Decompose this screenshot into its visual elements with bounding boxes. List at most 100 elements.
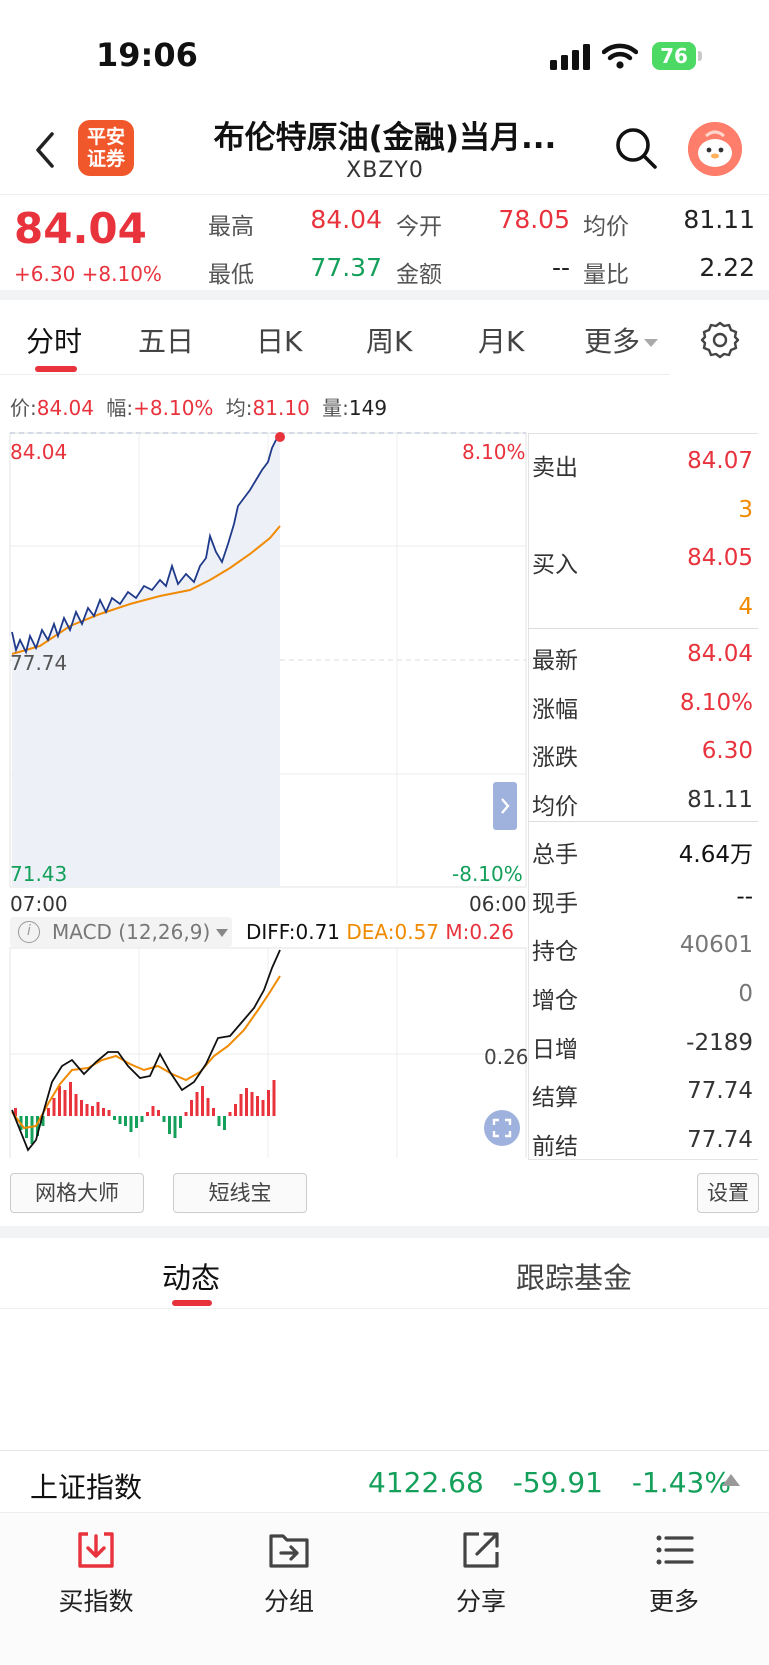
macd-bar [14, 1108, 17, 1116]
average-price-line [11, 525, 281, 655]
buy-label: 买入 [532, 552, 578, 578]
macd-bar [113, 1116, 116, 1120]
macd-bar [74, 1094, 78, 1116]
macd-bar [30, 1116, 34, 1144]
divider [0, 1308, 769, 1309]
stat-value-prev-settlement: 77.74 [687, 1127, 753, 1153]
stat-value-total-volume: 4.64万 [678, 842, 753, 868]
tab-more[interactable]: 更多 [584, 320, 659, 360]
ticker-values: 4122.68 -59.91 -1.43% [368, 1466, 731, 1499]
info-range: +8.10% [133, 396, 214, 420]
tab-monthly-k[interactable]: 月K [478, 325, 525, 358]
macd-bar [272, 1080, 276, 1116]
tab-tracking-fund[interactable]: 跟踪基金 [516, 1261, 633, 1295]
stat-value-avg: 81.11 [687, 787, 753, 813]
last-price-dot [275, 432, 285, 442]
nav-share[interactable]: 分享 [411, 1528, 551, 1618]
nav-more[interactable]: 更多 [604, 1528, 744, 1618]
stat-label-open-interest: 持仓 [532, 939, 578, 965]
intraday-chart[interactable] [0, 428, 530, 1158]
nav-group[interactable]: 分组 [219, 1528, 359, 1618]
wifi-icon [602, 43, 638, 69]
folder-icon [269, 1534, 309, 1568]
stat-label-settlement: 结算 [532, 1085, 578, 1111]
quote-value-volume-ratio: 2.22 [699, 253, 755, 282]
fullscreen-button[interactable] [484, 1110, 520, 1146]
macd-bar [201, 1086, 204, 1116]
settings-button[interactable]: 设置 [697, 1173, 759, 1213]
chart-info-line: 价:84.04 幅:+8.10% 均:81.10 量:149 [10, 396, 388, 420]
macd-values: DIFF:0.71 DEA:0.57 M:0.26 [246, 920, 514, 944]
expand-panel-handle[interactable] [493, 782, 517, 830]
nav-buy-index[interactable]: 买指数 [26, 1528, 166, 1618]
macd-bar [212, 1108, 215, 1116]
status-time: 19:06 [96, 36, 198, 74]
short-line-button[interactable]: 短线宝 [173, 1173, 307, 1213]
quote-panel [0, 194, 769, 290]
stat-label-current-volume: 现手 [532, 891, 578, 917]
divider [0, 290, 769, 300]
macd-bar [140, 1116, 144, 1122]
list-icon [656, 1535, 694, 1565]
sell-quantity: 3 [738, 497, 753, 523]
divider [0, 374, 670, 375]
macd-bar [162, 1116, 166, 1122]
sell-price: 84.07 [687, 448, 753, 474]
tab-five-day[interactable]: 五日 [138, 325, 195, 358]
macd-bar [58, 1086, 61, 1116]
quote-label-high: 最高 [208, 214, 254, 240]
tab-daily-k[interactable]: 日K [256, 325, 303, 358]
price-line [11, 436, 281, 655]
gear-icon[interactable] [700, 320, 740, 360]
stat-value-daily-change: -2189 [686, 1030, 753, 1056]
assistant-avatar[interactable] [688, 122, 742, 176]
nav-label: 买指数 [58, 1587, 134, 1616]
grid-master-button[interactable]: 网格大师 [10, 1173, 144, 1213]
tab-intraday[interactable]: 分时 [26, 325, 83, 358]
macd-bar [135, 1116, 138, 1128]
macd-bar [102, 1108, 105, 1116]
tab-weekly-k[interactable]: 周K [366, 325, 413, 358]
macd-level-label: 0.26 [484, 1045, 529, 1069]
stat-label-avg: 均价 [532, 794, 578, 820]
diff-line [11, 949, 281, 1152]
quote-label-volume-ratio: 量比 [583, 262, 629, 288]
expand-up-icon[interactable] [722, 1474, 740, 1486]
price-area [12, 437, 280, 887]
tab-active-indicator [35, 366, 77, 372]
tab-active-indicator [172, 1300, 212, 1306]
info-average: 81.10 [252, 396, 310, 420]
quote-label-amount: 金额 [396, 262, 442, 288]
stat-label-daily-change: 日增 [532, 1037, 578, 1063]
macd-bar [91, 1106, 94, 1116]
nav-label: 更多 [648, 1587, 699, 1616]
macd-bar [36, 1116, 39, 1136]
buy-quantity: 4 [738, 594, 753, 620]
bottom-nav [0, 1512, 769, 1665]
dea-line [11, 975, 281, 1130]
sell-label: 卖出 [532, 455, 578, 481]
back-arrow-icon[interactable] [26, 124, 66, 176]
expand-icon [492, 1118, 512, 1138]
macd-bar [261, 1100, 265, 1116]
stat-value-open-interest: 40601 [679, 932, 753, 958]
quote-label-open: 今开 [396, 214, 442, 240]
stat-label-oi-change: 增仓 [532, 988, 578, 1014]
macd-bar [52, 1098, 56, 1116]
ticker-value: 4122.68 [368, 1466, 484, 1499]
stat-value-current-volume: -- [736, 884, 753, 910]
macd-selector[interactable]: i MACD (12,26,9) [10, 917, 232, 947]
nav-label: 分享 [455, 1587, 506, 1616]
stat-label-total-volume: 总手 [532, 842, 578, 868]
signal-icon [550, 44, 590, 70]
last-price: 84.04 [14, 204, 147, 253]
macd-bar [245, 1088, 248, 1116]
chart-label-prev-settle: 77.74 [10, 651, 68, 675]
macd-bar [267, 1090, 270, 1116]
macd-bar [179, 1116, 182, 1128]
tab-dynamics[interactable]: 动态 [162, 1261, 221, 1295]
info-icon[interactable]: i [18, 921, 40, 943]
index-ticker[interactable] [0, 1450, 769, 1512]
search-icon[interactable] [612, 124, 660, 172]
tab-more-label: 更多 [584, 325, 641, 358]
